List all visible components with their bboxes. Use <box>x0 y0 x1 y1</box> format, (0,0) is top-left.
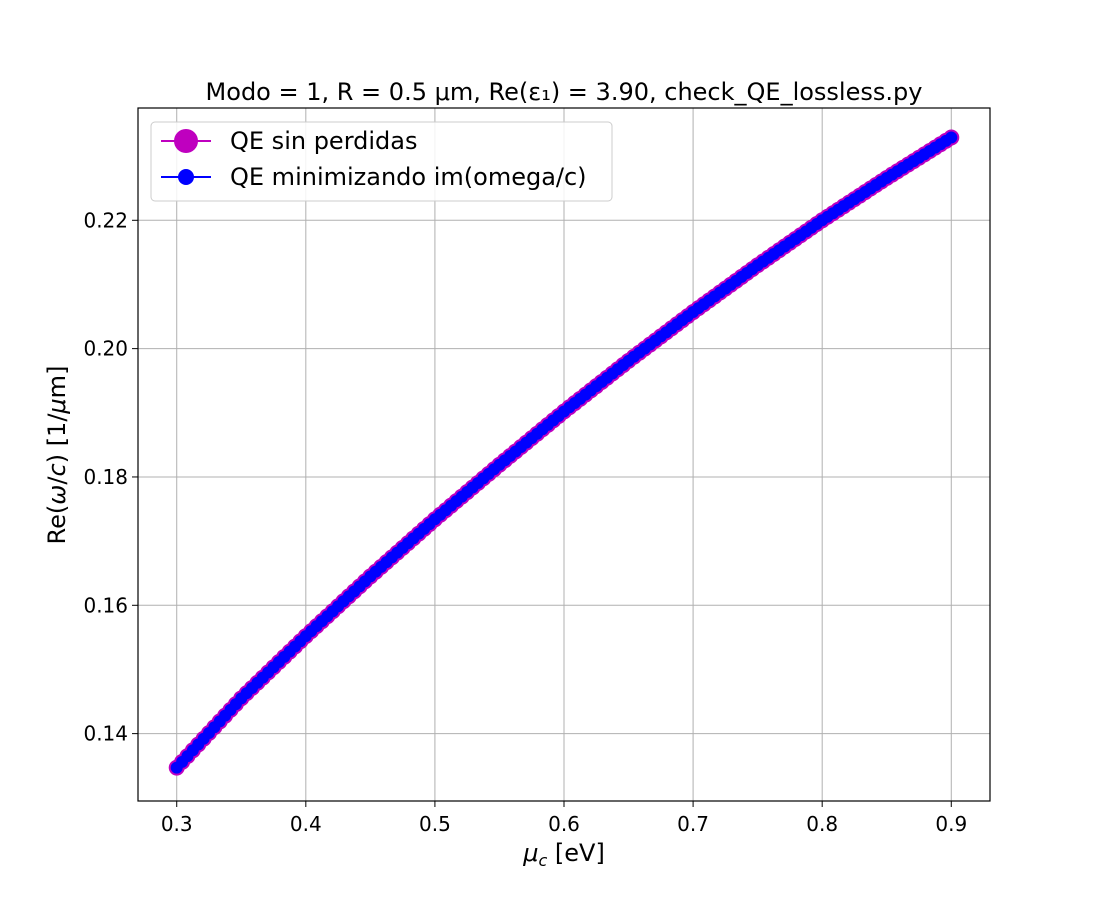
y-tick-label: 0.20 <box>83 337 128 361</box>
x-tick-label: 0.9 <box>935 812 967 836</box>
x-tick-label: 0.5 <box>419 812 451 836</box>
series-qe-minimizando <box>170 131 958 774</box>
x-tick-label: 0.3 <box>161 812 193 836</box>
legend-entry-qe-sin-perdidas: QE sin perdidas <box>161 127 418 155</box>
x-tick-label: 0.6 <box>548 812 580 836</box>
ticks: 0.3 0.4 0.5 0.6 0.7 0.8 0.9 0.14 0.16 0.18 0.20 0.2… <box>83 208 967 836</box>
x-tick-label: 0.4 <box>290 812 322 836</box>
x-axis-label: μc [eV] <box>522 839 605 870</box>
y-tick-label: 0.18 <box>83 465 128 489</box>
series-layer <box>168 129 960 776</box>
legend: QE sin perdidas QE minimizando im(omega/… <box>150 121 613 202</box>
y-tick-label: 0.16 <box>83 593 128 617</box>
y-tick-label: 0.14 <box>83 722 128 746</box>
legend-label-qe-sin-perdidas: QE sin perdidas <box>230 127 418 155</box>
data-point <box>945 131 958 144</box>
legend-marker-qe-sin-perdidas <box>174 129 198 153</box>
x-tick-label: 0.8 <box>806 812 838 836</box>
y-tick-label: 0.22 <box>83 208 128 232</box>
x-tick-label: 0.7 <box>677 812 709 836</box>
y-axis-label: Re(ω/c) [1/μm] <box>43 366 71 545</box>
legend-box <box>150 121 613 202</box>
legend-entry-qe-minimizando: QE minimizando im(omega/c) <box>161 163 587 191</box>
chart-title: Modo = 1, R = 0.5 μm, Re(ε₁) = 3.90, che… <box>206 78 923 106</box>
legend-label-qe-minimizando: QE minimizando im(omega/c) <box>230 163 587 191</box>
grid <box>138 108 990 801</box>
legend-marker-qe-minimizando <box>178 169 194 185</box>
